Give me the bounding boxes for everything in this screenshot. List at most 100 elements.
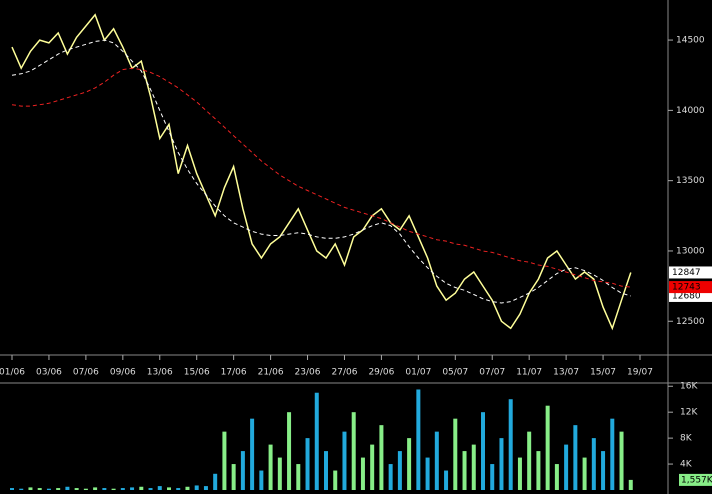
y-tick-label: 13000 [676, 246, 705, 256]
last-value-tag [669, 266, 712, 279]
series-line [11, 67, 631, 288]
volume-bar [259, 470, 264, 490]
volume-bar [213, 473, 218, 490]
x-tick-label: 05/07 [442, 368, 468, 378]
volume-bar [111, 488, 116, 490]
volume-bar [203, 486, 208, 490]
x-tick-label: 15/06 [184, 368, 210, 378]
x-tick-label: 07/06 [73, 368, 99, 378]
volume-bar [462, 451, 467, 490]
y-tick-label: 14000 [676, 106, 705, 116]
volume-bar [139, 486, 144, 490]
x-tick-label: 27/06 [332, 368, 358, 378]
last-value-label: 12680 [672, 291, 701, 301]
volume-bar [194, 485, 199, 490]
x-tick-label: 13/06 [147, 368, 173, 378]
x-tick-label: 03/06 [36, 368, 62, 378]
volume-bar [314, 392, 319, 490]
volume-bar [573, 425, 578, 490]
volume-bar [471, 444, 476, 490]
volume-bar [370, 444, 375, 490]
volume-bar [619, 431, 624, 490]
volume-bar [416, 389, 421, 490]
volume-bar [296, 464, 301, 490]
series-line [11, 13, 632, 331]
volume-bar [93, 487, 98, 490]
volume-bar [268, 444, 273, 490]
volume-bar [120, 488, 125, 490]
volume-bar [527, 431, 532, 490]
y-tick-label: 16K [680, 382, 698, 392]
x-tick-label: 23/06 [295, 368, 321, 378]
volume-bar [342, 431, 347, 490]
volume-bar [231, 464, 236, 490]
last-value-label: 12847 [672, 268, 701, 278]
volume-bar [102, 488, 107, 490]
y-tick-label: 4K [680, 460, 693, 470]
volume-bar [379, 425, 384, 490]
x-tick-label: 13/07 [553, 368, 579, 378]
volume-bar [277, 457, 282, 490]
last-value-label: 1,557K [681, 475, 712, 485]
y-tick-label: 12500 [676, 317, 705, 327]
volume-bar [554, 464, 559, 490]
volume-bar [185, 486, 190, 490]
volume-bar [333, 470, 338, 490]
x-tick-label: 19/07 [627, 368, 653, 378]
volume-bar [628, 479, 633, 490]
volume-bar [407, 438, 412, 490]
volume-bar [56, 488, 61, 490]
volume-bar [481, 412, 485, 490]
x-tick-label: 29/06 [368, 368, 394, 378]
x-tick-label: 01/07 [405, 368, 431, 378]
x-tick-label: 15/07 [590, 368, 616, 378]
volume-bar [490, 464, 495, 490]
volume-bar [222, 431, 227, 490]
volume-bar [517, 457, 522, 490]
volume-bar [240, 451, 245, 490]
volume-bar [167, 487, 171, 490]
volume-bar [351, 412, 356, 490]
volume-bar [591, 438, 596, 490]
volume-bar [397, 451, 402, 490]
y-tick-label: 14500 [676, 36, 705, 46]
y-tick-label: 13500 [676, 176, 705, 186]
volume-bar [250, 418, 255, 490]
series-line [11, 39, 631, 304]
volume-bar [83, 488, 88, 490]
volume-bar [46, 488, 51, 490]
volume-bar [444, 470, 449, 490]
volume-bar [287, 412, 292, 490]
volume-bar [130, 487, 135, 490]
volume-bar [601, 451, 606, 490]
volume-bar [582, 457, 587, 490]
x-tick-label: 07/07 [479, 368, 505, 378]
volume-bar [157, 486, 162, 490]
volume-bar [453, 418, 458, 490]
volume-bar [37, 488, 42, 490]
volume-bar [65, 486, 70, 490]
last-value-tag [669, 281, 712, 294]
x-tick-label: 01/06 [0, 368, 25, 378]
volume-bar [28, 487, 33, 490]
volume-bar [74, 488, 79, 490]
last-value-label: 12743 [672, 283, 701, 293]
volume-bar [388, 464, 393, 490]
volume-bar [305, 438, 310, 490]
last-value-tag [679, 473, 712, 486]
volume-bar [564, 444, 569, 490]
volume-bar [10, 488, 14, 490]
volume-bar [610, 418, 615, 490]
volume-bar [536, 451, 541, 490]
volume-bar [324, 451, 328, 490]
x-tick-label: 17/06 [221, 368, 247, 378]
volume-bar [545, 405, 550, 490]
volume-bar [360, 457, 365, 490]
volume-bar [19, 488, 24, 490]
y-tick-label: 12K [680, 408, 698, 418]
y-tick-label: 8K [680, 434, 693, 444]
volume-bar [176, 488, 181, 490]
